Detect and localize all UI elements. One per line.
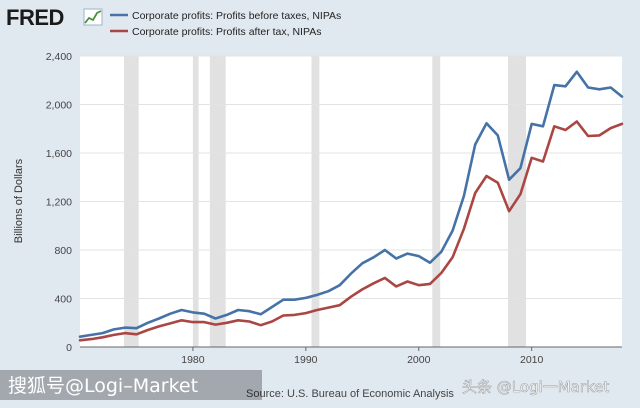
series-line-2 [78,120,624,342]
watermark-right: 头条 @Logi一Market [462,378,609,396]
y-tick-label: 400 [54,294,72,306]
watermark-left: 搜狐号@Logi–Market [8,375,198,397]
x-tick-labels: 1980 1990 2000 2010 [181,354,543,366]
y-tick-labels: 0 400 800 1,200 1,600 2,000 2,400 [46,51,72,354]
fred-logo[interactable]: FRED [6,5,103,30]
legend: Corporate profits: Profits before taxes,… [110,10,341,38]
axes [80,346,622,351]
y-tick-label: 1,200 [46,197,72,209]
legend-label-series2: Corporate profits: Profits after tax, NI… [132,26,321,38]
series-line-1 [78,70,624,339]
grid-lines [80,55,622,299]
legend-item-series2: Corporate profits: Profits after tax, NI… [110,26,321,38]
legend-item-series1: Corporate profits: Profits before taxes,… [110,10,341,22]
y-axis-title: Billions of Dollars [13,158,25,243]
y-tick-label: 0 [66,342,72,354]
watermark-left-bg [0,370,262,400]
x-tick-label: 1990 [294,354,318,366]
fred-graph-icon [83,8,103,26]
y-tick-label: 2,000 [46,100,72,112]
source-note: Source: U.S. Bureau of Economic Analysis [246,388,454,400]
x-tick-label: 1980 [181,354,205,366]
legend-label-series1: Corporate profits: Profits before taxes,… [132,10,341,22]
y-tick-label: 1,600 [46,148,72,160]
y-tick-label: 2,400 [46,51,72,63]
fred-logo-text: FRED [6,5,64,30]
x-tick-label: 2000 [407,354,431,366]
y-tick-label: 800 [54,245,72,257]
x-tick-label: 2010 [520,354,544,366]
series-lines [78,70,624,342]
